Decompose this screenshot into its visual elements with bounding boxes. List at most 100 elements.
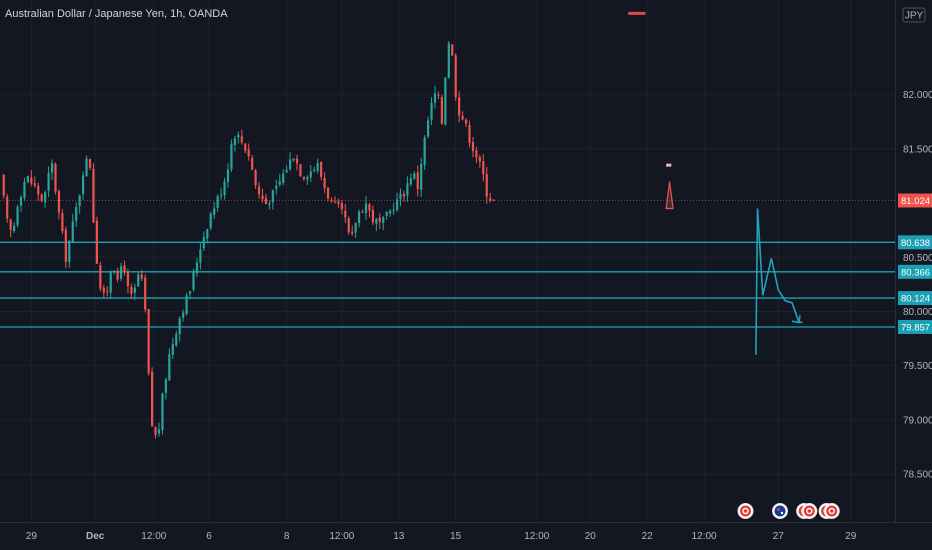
candle-body bbox=[406, 183, 409, 196]
price-tag-box bbox=[898, 193, 932, 208]
candle-body bbox=[264, 197, 268, 204]
price-tag-box bbox=[898, 235, 932, 250]
candle-body bbox=[247, 149, 250, 157]
candle-body bbox=[26, 176, 29, 182]
candle-body bbox=[85, 158, 88, 177]
projection-path[interactable] bbox=[755, 208, 803, 355]
candle-body bbox=[140, 274, 143, 279]
time-tick-label: 12:00 bbox=[692, 531, 717, 542]
au-flag-star-icon bbox=[777, 508, 780, 511]
time-tick-label: 20 bbox=[585, 531, 597, 542]
us-event-icon[interactable] bbox=[801, 503, 818, 519]
candle-body bbox=[451, 44, 454, 56]
time-tick-label: 29 bbox=[26, 531, 38, 542]
candle-body bbox=[402, 194, 406, 197]
price-tags: 81.024 80.638 80.366 80.124 79.857 bbox=[898, 193, 932, 334]
candle-body bbox=[126, 271, 130, 287]
candle-body bbox=[475, 150, 478, 158]
candle-body bbox=[302, 176, 305, 179]
time-tick-label: Dec bbox=[86, 531, 105, 542]
candle-body bbox=[454, 55, 457, 98]
candle-body bbox=[268, 203, 271, 205]
au-event-icon[interactable] bbox=[772, 503, 788, 519]
time-axis[interactable]: 29 Dec 12:00 6 8 12:00 13 15 12:00 20 22 12:00 27 29 bbox=[26, 531, 857, 542]
candle-body bbox=[358, 211, 361, 224]
au-flag-icon bbox=[774, 505, 786, 517]
price-tag-label: 80.638 bbox=[901, 238, 930, 249]
candle-body bbox=[23, 182, 26, 198]
candle-body bbox=[175, 334, 178, 346]
candle-body bbox=[254, 170, 257, 186]
candle-body bbox=[188, 291, 192, 294]
candle-body bbox=[75, 206, 78, 221]
candle-body bbox=[340, 203, 343, 210]
candle-body bbox=[257, 186, 261, 195]
time-tick-label: 29 bbox=[845, 531, 857, 542]
candle-body bbox=[395, 199, 399, 210]
candle-body bbox=[130, 286, 133, 294]
candle-body bbox=[192, 272, 195, 290]
price-axis[interactable]: 82.000 81.500 80.500 80.000 79.500 79.000 78.5… bbox=[903, 90, 932, 480]
candle-body bbox=[399, 193, 402, 200]
candle-body bbox=[364, 203, 368, 213]
us-event-icon[interactable] bbox=[823, 503, 840, 519]
candle-body bbox=[202, 237, 205, 249]
candle-body bbox=[37, 185, 40, 195]
candle-body bbox=[171, 344, 174, 355]
candle-body bbox=[133, 287, 136, 293]
candle-body bbox=[16, 206, 19, 226]
candle-body bbox=[251, 157, 254, 170]
candle-body bbox=[351, 231, 354, 234]
candle-body bbox=[123, 265, 126, 273]
candle-body bbox=[106, 291, 109, 293]
candle-body bbox=[347, 218, 350, 233]
candle-body bbox=[309, 171, 312, 178]
candle-body bbox=[416, 172, 419, 190]
candle-body bbox=[461, 115, 464, 120]
candle-body bbox=[437, 94, 440, 96]
candle-body bbox=[354, 223, 357, 233]
us-event-icon[interactable] bbox=[737, 503, 754, 519]
candle-body bbox=[92, 168, 95, 223]
time-tick-label: 12:00 bbox=[524, 531, 549, 542]
price-tag-label: 81.024 bbox=[901, 196, 930, 207]
price-tag-label: 80.124 bbox=[901, 294, 930, 305]
candle-body bbox=[489, 198, 492, 201]
candle-body bbox=[61, 213, 64, 232]
event-icons bbox=[737, 503, 840, 519]
candle-body bbox=[389, 210, 392, 214]
time-tick-label: 12:00 bbox=[141, 531, 166, 542]
candle-body bbox=[299, 164, 302, 177]
price-tick-label: 82.000 bbox=[903, 90, 932, 101]
time-tick-label: 15 bbox=[450, 531, 462, 542]
candle-body bbox=[182, 312, 185, 318]
candle-body bbox=[47, 172, 50, 191]
candle-body bbox=[344, 210, 347, 218]
candle-body bbox=[240, 136, 243, 143]
candle-body bbox=[337, 201, 340, 204]
candle-body bbox=[88, 158, 92, 168]
triangle-pattern[interactable] bbox=[665, 181, 674, 210]
candle-body bbox=[244, 143, 247, 151]
candle-body bbox=[371, 209, 374, 223]
candle-body bbox=[468, 125, 471, 143]
candle-body bbox=[157, 429, 161, 434]
event-flag-dot-icon bbox=[829, 509, 834, 513]
candle-body bbox=[423, 137, 426, 165]
candle-body bbox=[292, 158, 295, 161]
time-tick-label: 6 bbox=[206, 531, 212, 542]
candle-body bbox=[485, 174, 488, 197]
candle-body bbox=[213, 208, 216, 215]
candle-body bbox=[19, 196, 23, 206]
currency-badge[interactable]: JPY bbox=[902, 7, 926, 23]
candle-body bbox=[492, 199, 495, 201]
candle-body bbox=[444, 77, 447, 125]
candle-body bbox=[271, 190, 274, 203]
candle-body bbox=[209, 213, 212, 228]
price-tag-label: 79.857 bbox=[901, 322, 930, 333]
candle-body bbox=[320, 161, 323, 177]
price-tick-label: 79.000 bbox=[903, 415, 932, 426]
time-tick-label: 12:00 bbox=[329, 531, 354, 542]
event-flag-dot-icon bbox=[807, 509, 812, 513]
